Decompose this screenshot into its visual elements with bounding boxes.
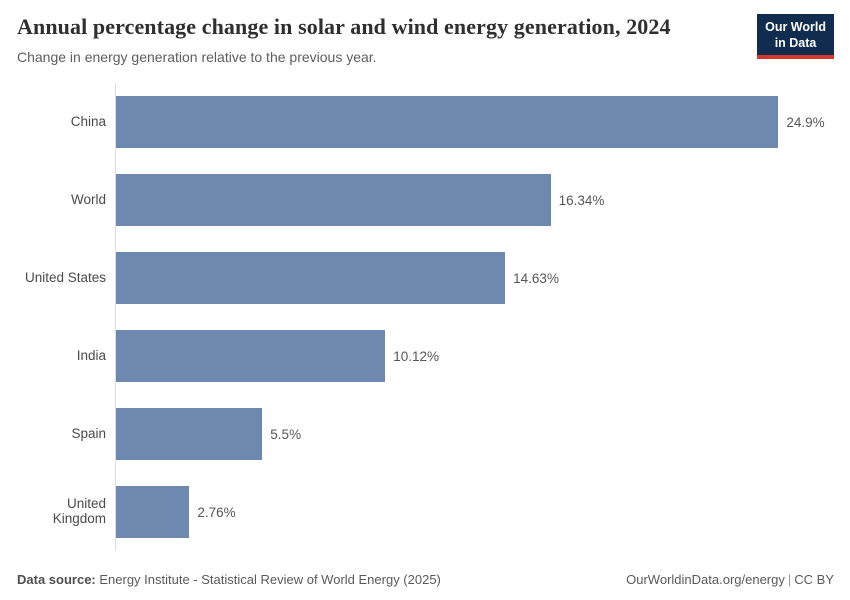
category-label: India: [76, 347, 106, 363]
bar[interactable]: [116, 408, 263, 460]
bar[interactable]: [116, 486, 190, 538]
data-source: Data source: Energy Institute - Statisti…: [17, 572, 441, 587]
category-label: Spain: [71, 425, 106, 441]
data-source-text: Energy Institute - Statistical Review of…: [95, 572, 441, 587]
chart-subtitle: Change in energy generation relative to …: [17, 49, 377, 65]
bar-chart: China 24.9% World 16.34% United States 1…: [16, 83, 834, 551]
attribution: OurWorldinData.org/energy | CC BY: [626, 572, 834, 587]
value-label: 24.9%: [786, 114, 825, 130]
bar[interactable]: [116, 174, 551, 226]
value-label: 2.76%: [197, 504, 236, 520]
category-label: China: [70, 113, 106, 129]
bar[interactable]: [116, 330, 386, 382]
chart-footer: Data source: Energy Institute - Statisti…: [17, 572, 834, 587]
bar-row-united-states: United States 14.63%: [16, 239, 834, 317]
bar-track: 2.76%: [115, 473, 834, 551]
owid-url-link[interactable]: OurWorldinData.org/energy: [626, 572, 785, 587]
chart-header: Annual percentage change in solar and wi…: [17, 14, 834, 65]
bar-row-china: China 24.9%: [16, 83, 834, 161]
bar-track: 16.34%: [115, 161, 834, 239]
owid-logo-line1: Our World: [765, 20, 826, 34]
data-source-label: Data source:: [17, 572, 96, 587]
bar-row-india: India 10.12%: [16, 317, 834, 395]
bar-track: 10.12%: [115, 317, 834, 395]
bar-track: 24.9%: [115, 83, 834, 161]
bar-track: 5.5%: [115, 395, 834, 473]
category-label: United States: [24, 269, 106, 285]
value-label: 5.5%: [270, 426, 302, 442]
footer-separator: |: [787, 572, 792, 587]
category-label: United Kingdom: [52, 496, 106, 526]
bar-row-world: World 16.34%: [16, 161, 834, 239]
owid-logo[interactable]: Our World in Data: [757, 14, 834, 60]
bar[interactable]: [116, 96, 779, 148]
value-label: 10.12%: [393, 348, 439, 364]
category-label: World: [70, 191, 106, 207]
page-title: Annual percentage change in solar and wi…: [17, 14, 671, 39]
bar[interactable]: [116, 252, 506, 304]
license-label: CC BY: [794, 572, 834, 587]
owid-logo-line2: in Data: [774, 35, 817, 50]
value-label: 14.63%: [513, 270, 559, 286]
bar-row-spain: Spain 5.5%: [16, 395, 834, 473]
bar-row-united-kingdom: United Kingdom 2.76%: [16, 473, 834, 551]
bar-track: 14.63%: [115, 239, 834, 317]
value-label: 16.34%: [558, 192, 605, 208]
